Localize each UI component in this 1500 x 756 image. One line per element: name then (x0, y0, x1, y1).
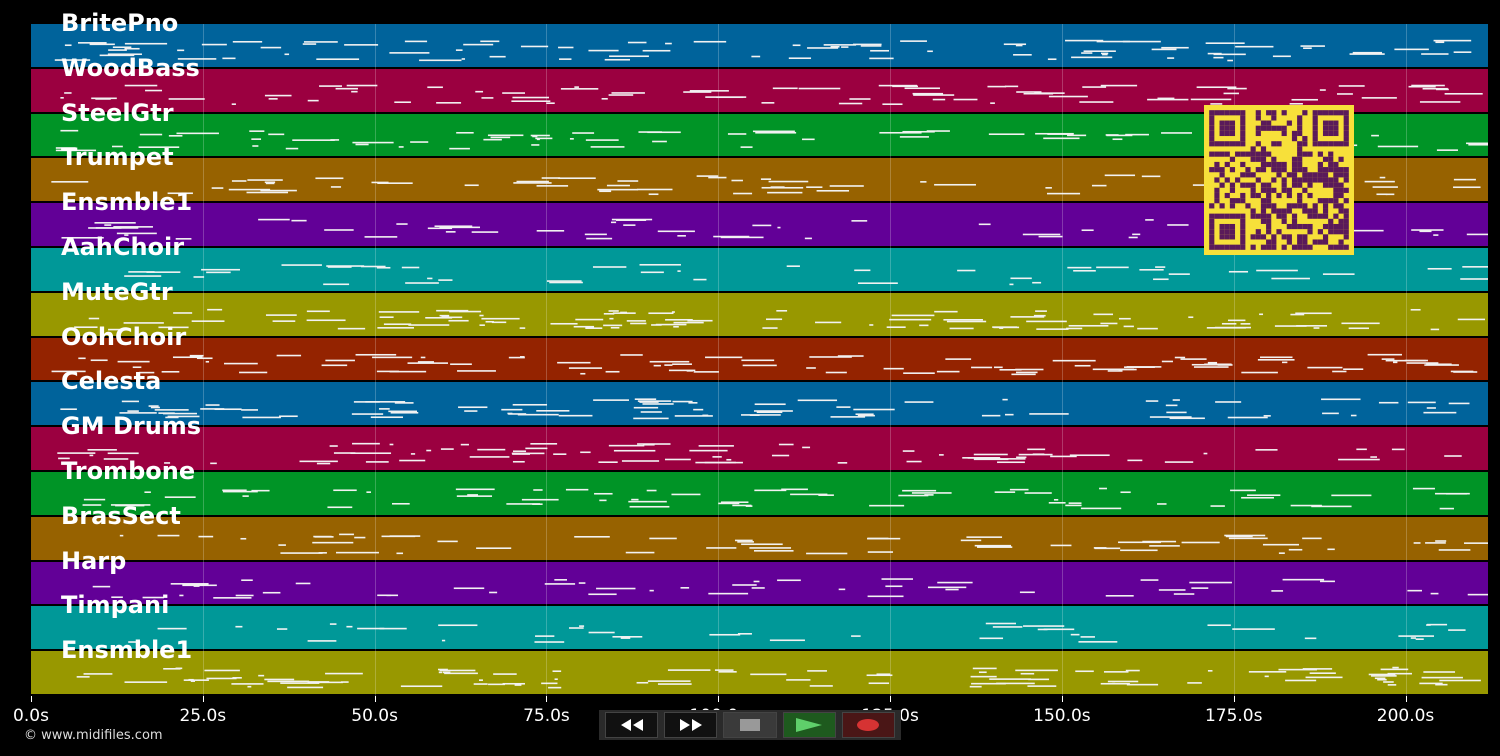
track-name-label: BrasSect (61, 501, 181, 530)
tick-mark (1405, 696, 1407, 702)
transport-bar (599, 710, 901, 740)
qr-code (1204, 105, 1354, 255)
track-name-label: BritePno (61, 9, 179, 37)
track-name-label: Trombone (61, 457, 196, 485)
track-name-label: Timpani (61, 591, 170, 620)
stop-icon (740, 719, 760, 731)
qr-code-image (1209, 110, 1349, 250)
track-name-label: Trumpet (61, 143, 174, 172)
track-lane[interactable] (31, 606, 1488, 652)
tick-mark (374, 696, 376, 702)
gridline (374, 24, 376, 696)
stop-button[interactable] (723, 712, 777, 738)
note-strokes (60, 84, 1483, 105)
track-lane[interactable] (31, 24, 1488, 69)
tick-label: 50.0s (351, 706, 398, 726)
tick-mark (890, 696, 892, 702)
gridline (202, 24, 204, 696)
track-lane[interactable] (31, 427, 1488, 472)
note-strokes (119, 533, 1488, 555)
note-strokes (51, 353, 1478, 375)
tick-label: 150.0s (1033, 706, 1091, 726)
track-name-label: WoodBass (61, 53, 200, 82)
fast-forward-icon (679, 719, 702, 731)
play-button[interactable] (782, 712, 836, 738)
track-name-label: AahChoir (61, 233, 185, 261)
track-name-label: SteelGtr (61, 98, 174, 127)
track-name-label: MuteGtr (61, 277, 173, 306)
track-name-label: Harp (61, 546, 127, 575)
track-lane[interactable] (31, 248, 1488, 293)
note-strokes (82, 487, 1470, 510)
note-strokes (60, 398, 1470, 420)
track-lane[interactable] (31, 337, 1488, 383)
rewind-icon (620, 719, 643, 731)
play-icon (796, 718, 823, 732)
rewind-button[interactable] (605, 712, 659, 738)
track-lane[interactable] (31, 292, 1488, 338)
track-lane[interactable] (31, 561, 1488, 607)
track-name-label: GM Drums (61, 412, 202, 441)
tick-mark (718, 696, 720, 702)
tick-mark (1233, 696, 1235, 702)
note-strokes (74, 308, 1485, 331)
tick-label: 0.0s (13, 706, 49, 726)
gridline (1233, 24, 1235, 696)
gridline (1061, 24, 1063, 696)
track-name-label: OohChoir (61, 322, 187, 351)
copyright-text: © www.midifiles.com (24, 728, 163, 743)
note-strokes (57, 443, 1462, 465)
tick-label: 75.0s (523, 706, 570, 726)
note-strokes (92, 577, 1488, 599)
tick-mark (1061, 696, 1063, 702)
track-lane[interactable] (31, 382, 1488, 428)
gridline (1405, 24, 1407, 696)
track-lane[interactable] (31, 651, 1488, 696)
track-lane[interactable] (31, 472, 1488, 517)
tick-label: 25.0s (179, 706, 227, 726)
record-icon (857, 719, 880, 731)
tick-label: 200.0s (1376, 706, 1435, 726)
gridline (546, 24, 548, 696)
tick-mark (546, 696, 548, 702)
tick-mark (202, 696, 204, 702)
note-strokes (128, 623, 1466, 644)
record-button[interactable] (841, 712, 896, 738)
tick-label: 175.0s (1204, 706, 1263, 726)
track-name-label: Celesta (61, 367, 162, 396)
note-strokes (54, 39, 1472, 62)
track-name-label: Ensmble1 (61, 636, 193, 665)
track-name-label: Ensmble1 (61, 188, 193, 217)
note-strokes (124, 263, 1488, 286)
note-strokes (76, 666, 1481, 689)
fast-forward-button[interactable] (664, 712, 718, 738)
tick-mark (31, 696, 32, 702)
track-lane[interactable] (31, 516, 1488, 562)
gridline (718, 24, 720, 696)
gridline (890, 24, 892, 696)
